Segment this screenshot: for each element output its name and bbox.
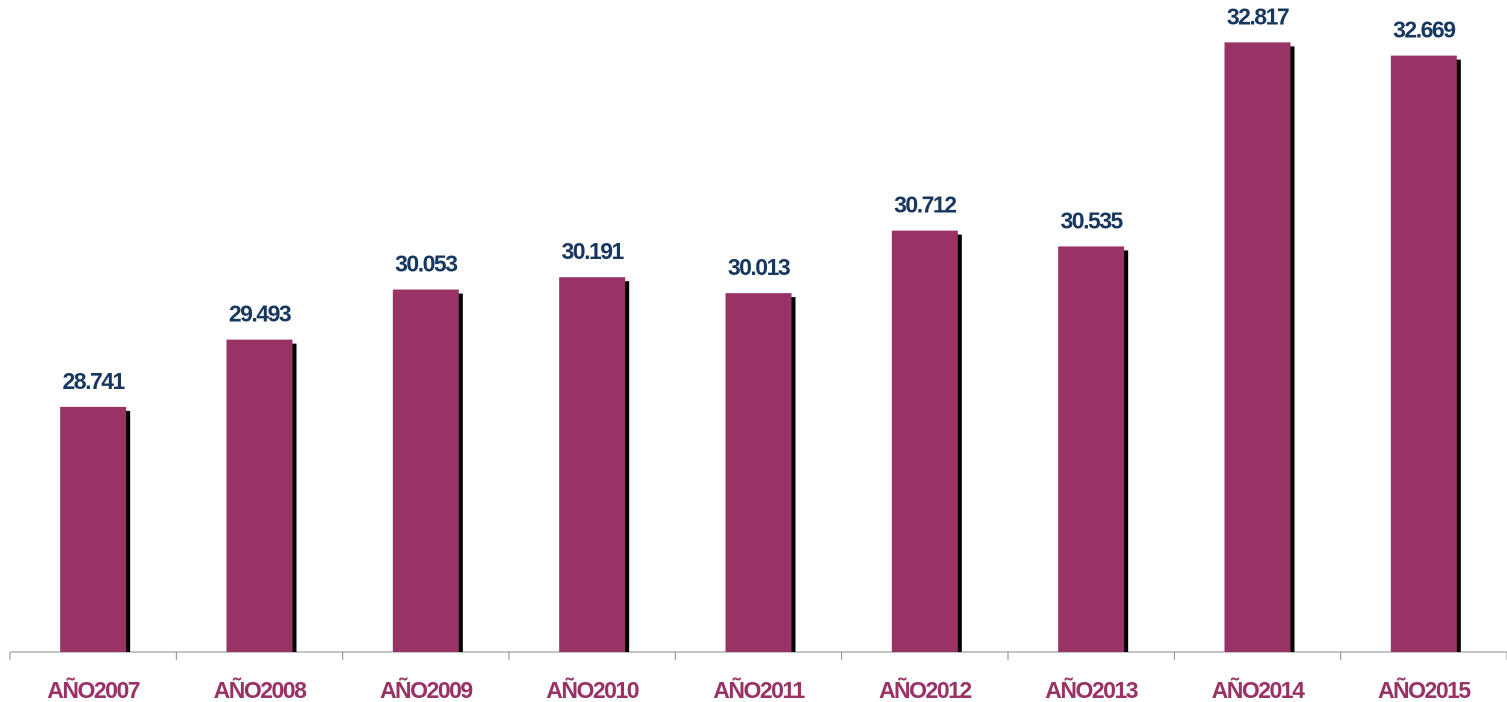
x-tick-label: AÑO2010 [546, 676, 638, 702]
value-label: 30.535 [1060, 207, 1123, 233]
bar [392, 289, 459, 652]
x-tick-label: AÑO2008 [214, 676, 307, 702]
x-tick-label: AÑO2007 [47, 676, 139, 702]
bar [559, 277, 626, 652]
value-label: 28.741 [62, 368, 125, 394]
x-tick-label: AÑO2011 [713, 676, 805, 702]
value-label: 29.493 [229, 301, 291, 327]
bar [891, 230, 958, 653]
bar [1224, 42, 1291, 653]
bar [226, 339, 293, 652]
x-tick-label: AÑO2014 [1212, 676, 1305, 702]
bar [1390, 55, 1457, 653]
bar [725, 293, 792, 652]
x-tick-label: AÑO2015 [1378, 676, 1471, 702]
x-tick-label: AÑO2013 [1045, 676, 1137, 702]
x-tick-label: AÑO2009 [380, 676, 472, 702]
value-label: 30.013 [728, 254, 790, 280]
x-tick-label: AÑO2012 [879, 676, 971, 702]
value-label: 30.191 [561, 238, 624, 264]
value-label: 32.669 [1393, 17, 1455, 43]
bar [1058, 246, 1125, 653]
value-label: 30.053 [395, 251, 457, 277]
value-label: 30.712 [894, 192, 956, 218]
bar [60, 406, 127, 652]
value-label: 32.817 [1227, 3, 1289, 29]
